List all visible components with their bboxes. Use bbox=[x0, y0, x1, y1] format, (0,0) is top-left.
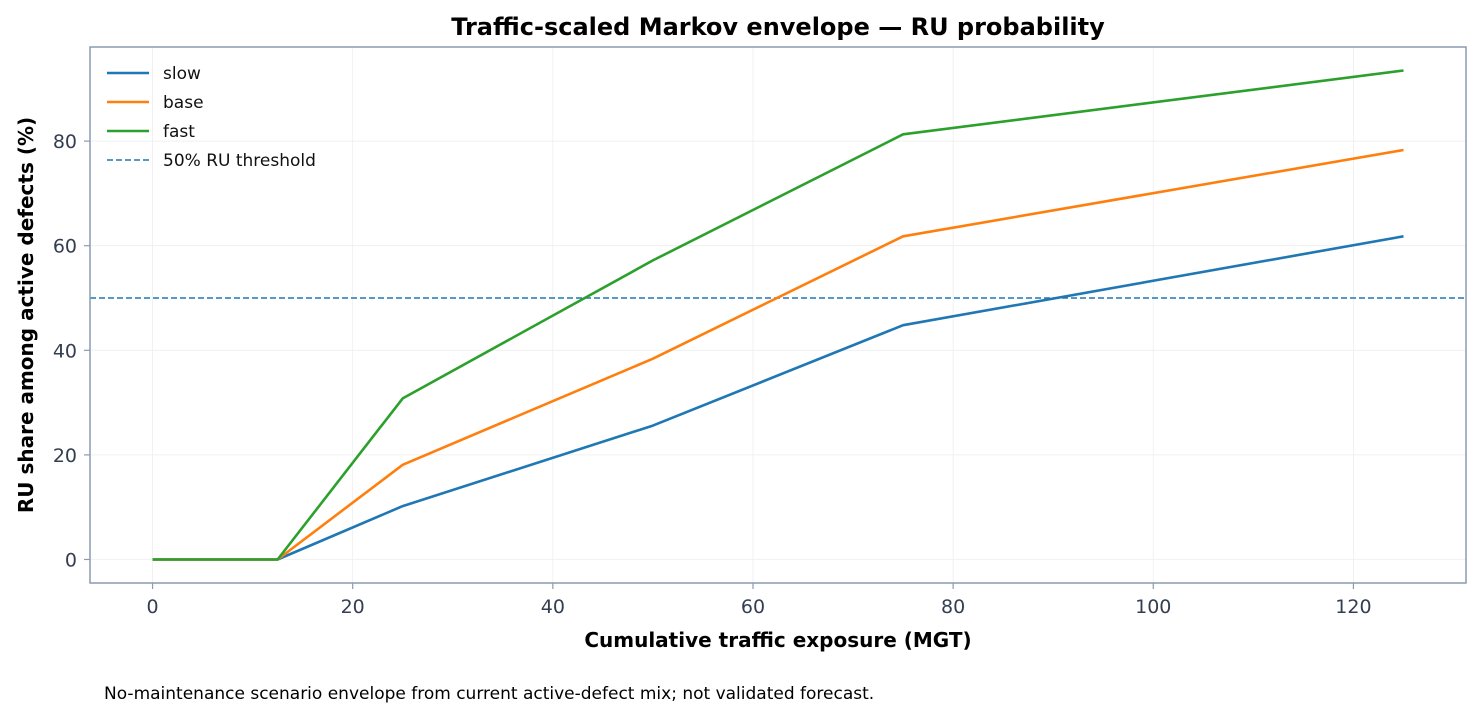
x-axis-ticks: 0 20 40 60 80 100 120 bbox=[146, 583, 1372, 618]
x-tick-label: 20 bbox=[341, 596, 365, 618]
legend-label: 50% RU threshold bbox=[163, 151, 316, 171]
footnote: No-maintenance scenario envelope from cu… bbox=[104, 684, 875, 704]
series-line-base bbox=[152, 148, 1404, 561]
y-tick-label: 60 bbox=[53, 236, 77, 258]
y-tick-label: 80 bbox=[53, 131, 77, 153]
chart-title: Traffic-scaled Markov envelope — RU prob… bbox=[451, 13, 1105, 41]
y-tick-label: 20 bbox=[53, 445, 77, 467]
plot-frame bbox=[89, 46, 1467, 584]
series-lines bbox=[152, 69, 1404, 561]
y-axis-label: RU share among active defects (%) bbox=[14, 117, 38, 513]
grid bbox=[90, 47, 1466, 583]
x-tick-label: 60 bbox=[741, 596, 765, 618]
legend-label: base bbox=[163, 93, 204, 113]
y-tick-label: 0 bbox=[65, 549, 77, 571]
legend-label: slow bbox=[163, 64, 201, 84]
x-tick-label: 80 bbox=[941, 596, 965, 618]
x-tick-label: 120 bbox=[1335, 596, 1371, 618]
x-tick-label: 100 bbox=[1135, 596, 1171, 618]
x-tick-label: 40 bbox=[541, 596, 565, 618]
x-tick-label: 0 bbox=[146, 596, 158, 618]
x-axis-label: Cumulative traffic exposure (MGT) bbox=[584, 628, 971, 652]
legend-label: fast bbox=[163, 122, 195, 142]
y-axis-ticks: 0 20 40 60 80 bbox=[53, 131, 90, 571]
series-line-fast bbox=[152, 69, 1404, 561]
legend: slow base fast 50% RU threshold bbox=[107, 64, 316, 171]
y-tick-label: 40 bbox=[53, 340, 77, 362]
